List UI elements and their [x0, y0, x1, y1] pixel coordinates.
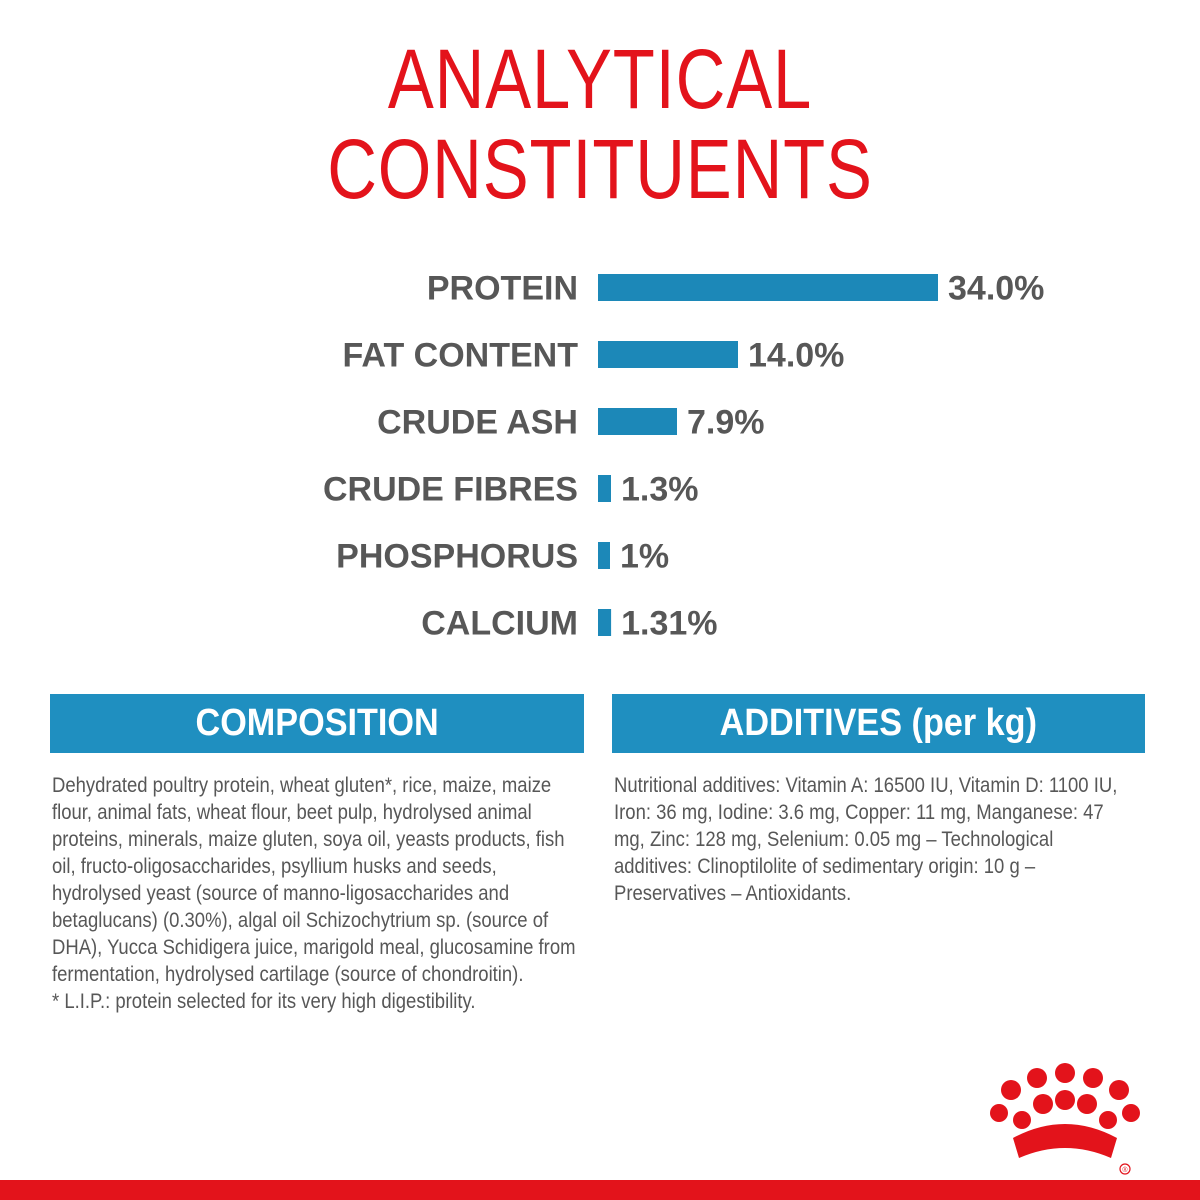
bar: [598, 475, 611, 502]
title-line-1: ANALYTICAL: [387, 32, 813, 126]
additives-list: Nutritional additives: Vitamin A: 16500 …: [614, 774, 1118, 905]
title-line-2: CONSTITUENTS: [327, 122, 873, 216]
bar-label: CALCIUM: [421, 605, 578, 643]
bar-label: FAT CONTENT: [343, 337, 579, 375]
bar-value-label: 14.0%: [748, 337, 844, 375]
bar-label: CRUDE ASH: [377, 404, 578, 442]
constituents-bar-chart: PROTEIN 34.0% FAT CONTENT 14.0% CRUDE ASH 7.9…: [323, 270, 1044, 643]
composition-header: COMPOSITION: [50, 694, 584, 753]
bar-label: PROTEIN: [427, 270, 578, 308]
bar-value-label: 1.3%: [621, 471, 699, 509]
crown-icon: ®: [990, 1063, 1140, 1175]
bar: [598, 609, 612, 636]
bar-value-label: 1.31%: [621, 605, 717, 643]
bar-label: PHOSPHORUS: [336, 538, 578, 576]
composition-footnote: * L.I.P.: protein selected for its very …: [52, 990, 476, 1013]
bar: [598, 542, 610, 569]
bar-value-label: 34.0%: [948, 270, 1044, 308]
registered-mark: ®: [1122, 1166, 1128, 1174]
composition-ingredients: Dehydrated poultry protein, wheat gluten…: [52, 774, 576, 986]
bar: [598, 341, 738, 368]
bar: [598, 274, 938, 301]
additives-header: ADDITIVES (per kg): [612, 694, 1145, 753]
bar-label: CRUDE FIBRES: [323, 471, 578, 509]
page-title: ANALYTICAL CONSTITUENTS: [108, 34, 1092, 214]
bar: [598, 408, 677, 435]
footer-bar: [0, 1180, 1200, 1200]
additives-text: Nutritional additives: Vitamin A: 16500 …: [614, 772, 1133, 907]
bar-value-label: 7.9%: [687, 404, 765, 442]
bar-value-label: 1%: [620, 538, 669, 576]
composition-text: Dehydrated poultry protein, wheat gluten…: [52, 772, 580, 1015]
